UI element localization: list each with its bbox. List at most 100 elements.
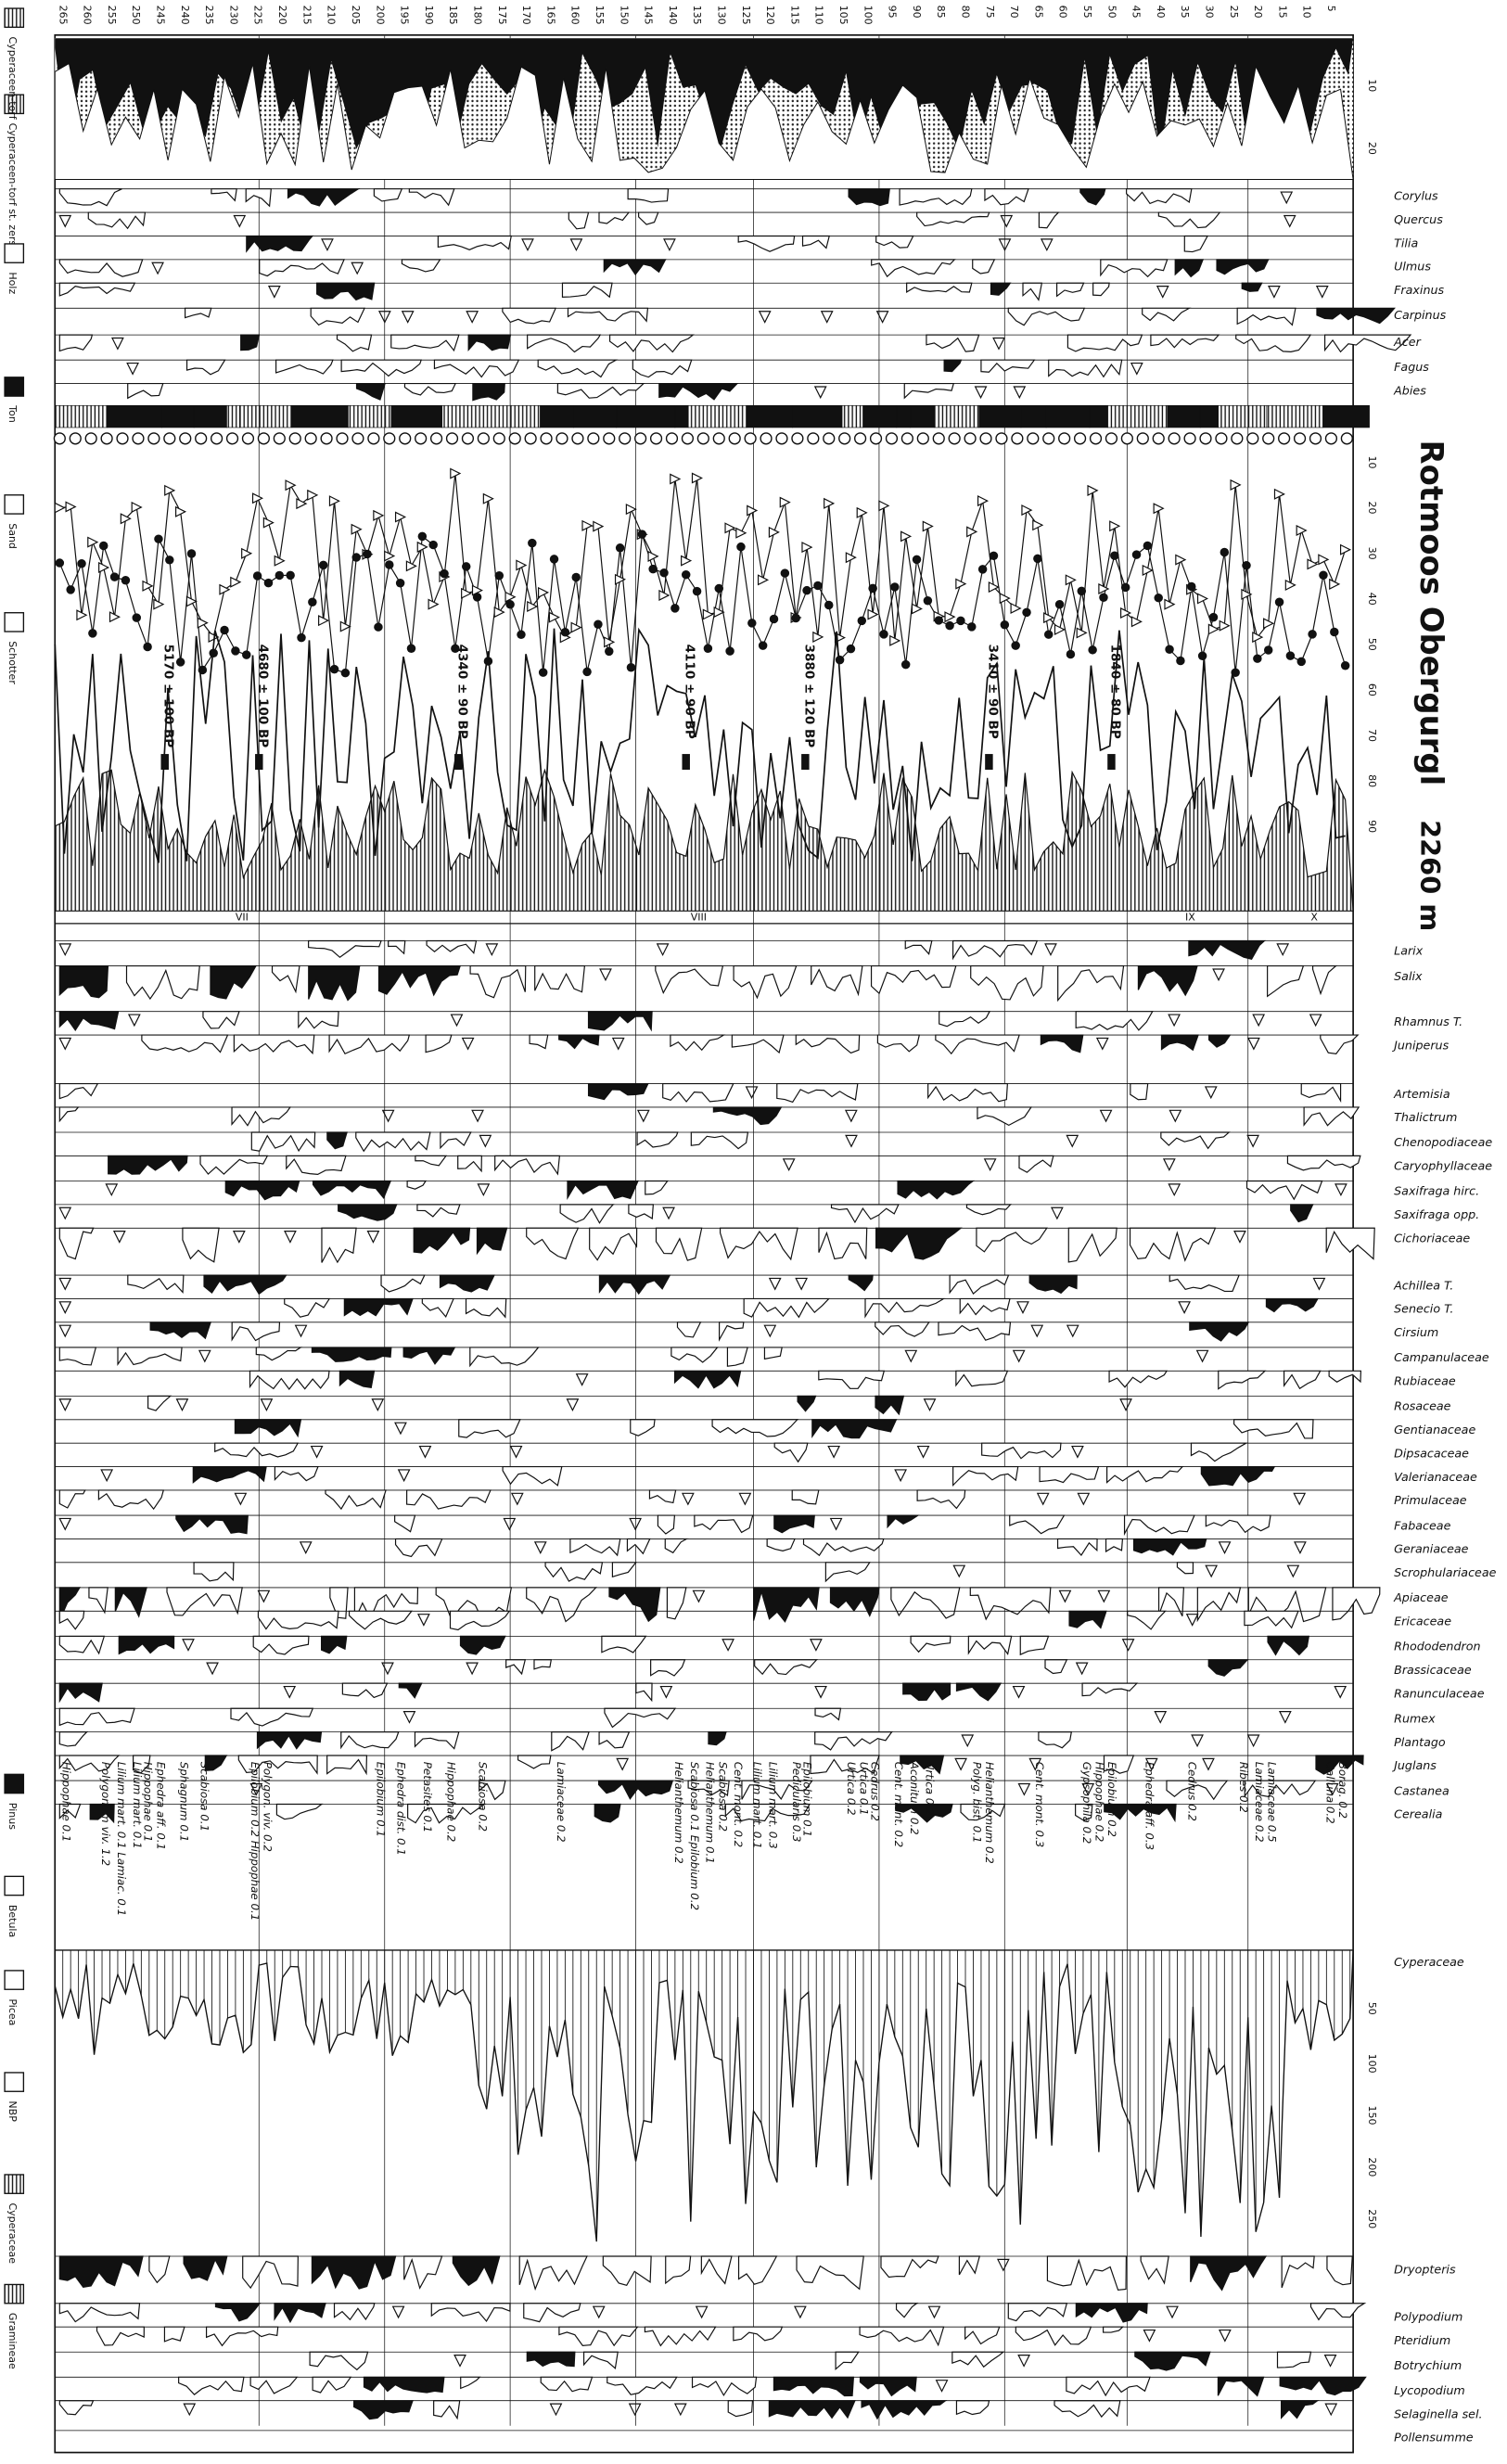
picea-marker <box>1318 554 1330 566</box>
rare-taxon: Petasites 0.1 <box>421 1762 434 1832</box>
rare-marker <box>232 1231 246 1244</box>
lithology-gravel <box>1246 432 1259 445</box>
taxon-label: Fraxinus <box>1394 283 1444 297</box>
curve <box>1075 1803 1093 1821</box>
picea-marker <box>988 581 1000 594</box>
picea-marker <box>735 527 747 539</box>
curve <box>1207 1034 1232 1048</box>
depth-label: 95 <box>887 6 899 19</box>
betula-marker <box>363 549 372 559</box>
betula-marker <box>560 627 570 637</box>
taxon-label: Juglans <box>1391 1758 1437 1772</box>
curve <box>561 282 613 299</box>
rare-marker <box>377 311 391 324</box>
curve <box>1236 307 1296 326</box>
curve <box>1188 939 1267 960</box>
date-label: 3880 ± 120 BP <box>801 645 816 748</box>
curve <box>439 1274 495 1293</box>
picea-marker <box>604 636 616 648</box>
picea-marker <box>461 587 473 599</box>
depth-label: 125 <box>740 6 752 25</box>
picea-marker <box>197 617 209 629</box>
rare-marker <box>479 1134 492 1148</box>
curve <box>250 1131 316 1153</box>
curve <box>1046 2255 1128 2292</box>
lithology-gravel <box>225 432 239 445</box>
betula-marker <box>472 593 482 602</box>
lithology <box>719 404 747 428</box>
depth-label: 20 <box>1252 6 1264 19</box>
rare-marker <box>738 1492 752 1506</box>
picea-marker <box>1273 488 1285 500</box>
peat-white <box>54 62 1354 181</box>
rare-marker <box>923 1398 937 1411</box>
depth-label: 10 <box>1301 6 1313 19</box>
curve <box>321 1635 348 1654</box>
lithology-gravel <box>210 432 223 445</box>
curve <box>955 2400 990 2416</box>
betula-marker <box>824 600 834 610</box>
picea-marker <box>482 492 494 504</box>
legend-label: Pinus <box>6 1803 19 1830</box>
lithology-gravel <box>696 432 709 445</box>
curve <box>333 2303 376 2321</box>
betula-marker <box>989 551 999 561</box>
curve <box>502 307 557 325</box>
depth-label: 50 <box>1105 6 1117 19</box>
depth-label: 170 <box>520 6 532 25</box>
curve <box>316 282 376 301</box>
legend-label: Cyperaceae <box>6 2202 19 2264</box>
betula-marker <box>868 583 877 594</box>
legend-swatch <box>4 494 25 515</box>
curve <box>601 1635 647 1653</box>
picea-marker <box>1164 598 1176 610</box>
curve <box>818 1227 868 1260</box>
curve <box>204 1755 228 1771</box>
betula-marker <box>923 596 933 606</box>
picea-marker <box>878 500 890 512</box>
lithology <box>1020 404 1047 428</box>
lithology-gravel <box>1073 432 1087 445</box>
taxon-label: Quercus <box>1394 212 1443 226</box>
curve <box>556 382 645 399</box>
zone-label: VIII <box>691 911 707 923</box>
curve <box>343 1297 414 1317</box>
date-marker <box>682 754 690 770</box>
curve <box>449 1610 511 1631</box>
lithology-gravel <box>1278 432 1291 445</box>
rare-marker <box>111 337 124 351</box>
curve <box>638 211 659 225</box>
depth-label: 200 <box>374 6 386 25</box>
lithology-gravel <box>728 432 741 445</box>
picea-marker <box>889 634 901 646</box>
picea-marker <box>153 598 165 610</box>
lithology-gravel <box>948 432 961 445</box>
curve <box>58 1755 121 1772</box>
betula-marker <box>956 616 965 626</box>
rare-marker <box>695 2305 709 2319</box>
lithology-gravel <box>540 432 553 445</box>
curve <box>406 1180 428 1190</box>
taxon-label: Caryophyllaceae <box>1394 1159 1492 1173</box>
lithology-gravel <box>147 432 160 445</box>
rare-marker <box>381 1662 394 1676</box>
curve <box>437 235 512 250</box>
lithology <box>862 404 898 428</box>
legend-swatch <box>4 2072 25 2092</box>
curve <box>1176 1562 1194 1575</box>
curve <box>1200 1465 1276 1487</box>
curve <box>338 1370 376 1388</box>
rare-marker <box>126 362 139 376</box>
curve <box>1066 334 1143 352</box>
picea-marker <box>538 586 550 598</box>
taxon-label: Botrychium <box>1394 2358 1462 2372</box>
taxon-label: Campanulaceae <box>1394 1350 1489 1364</box>
taxon-label: Cichoriaceae <box>1394 1232 1470 1245</box>
picea-marker <box>230 576 242 588</box>
betula-marker <box>670 604 680 613</box>
curve <box>589 1227 638 1261</box>
picea-marker <box>65 501 77 513</box>
lithology <box>239 404 293 428</box>
rare-taxon: Hippophae 0.2 <box>1093 1762 1106 1843</box>
